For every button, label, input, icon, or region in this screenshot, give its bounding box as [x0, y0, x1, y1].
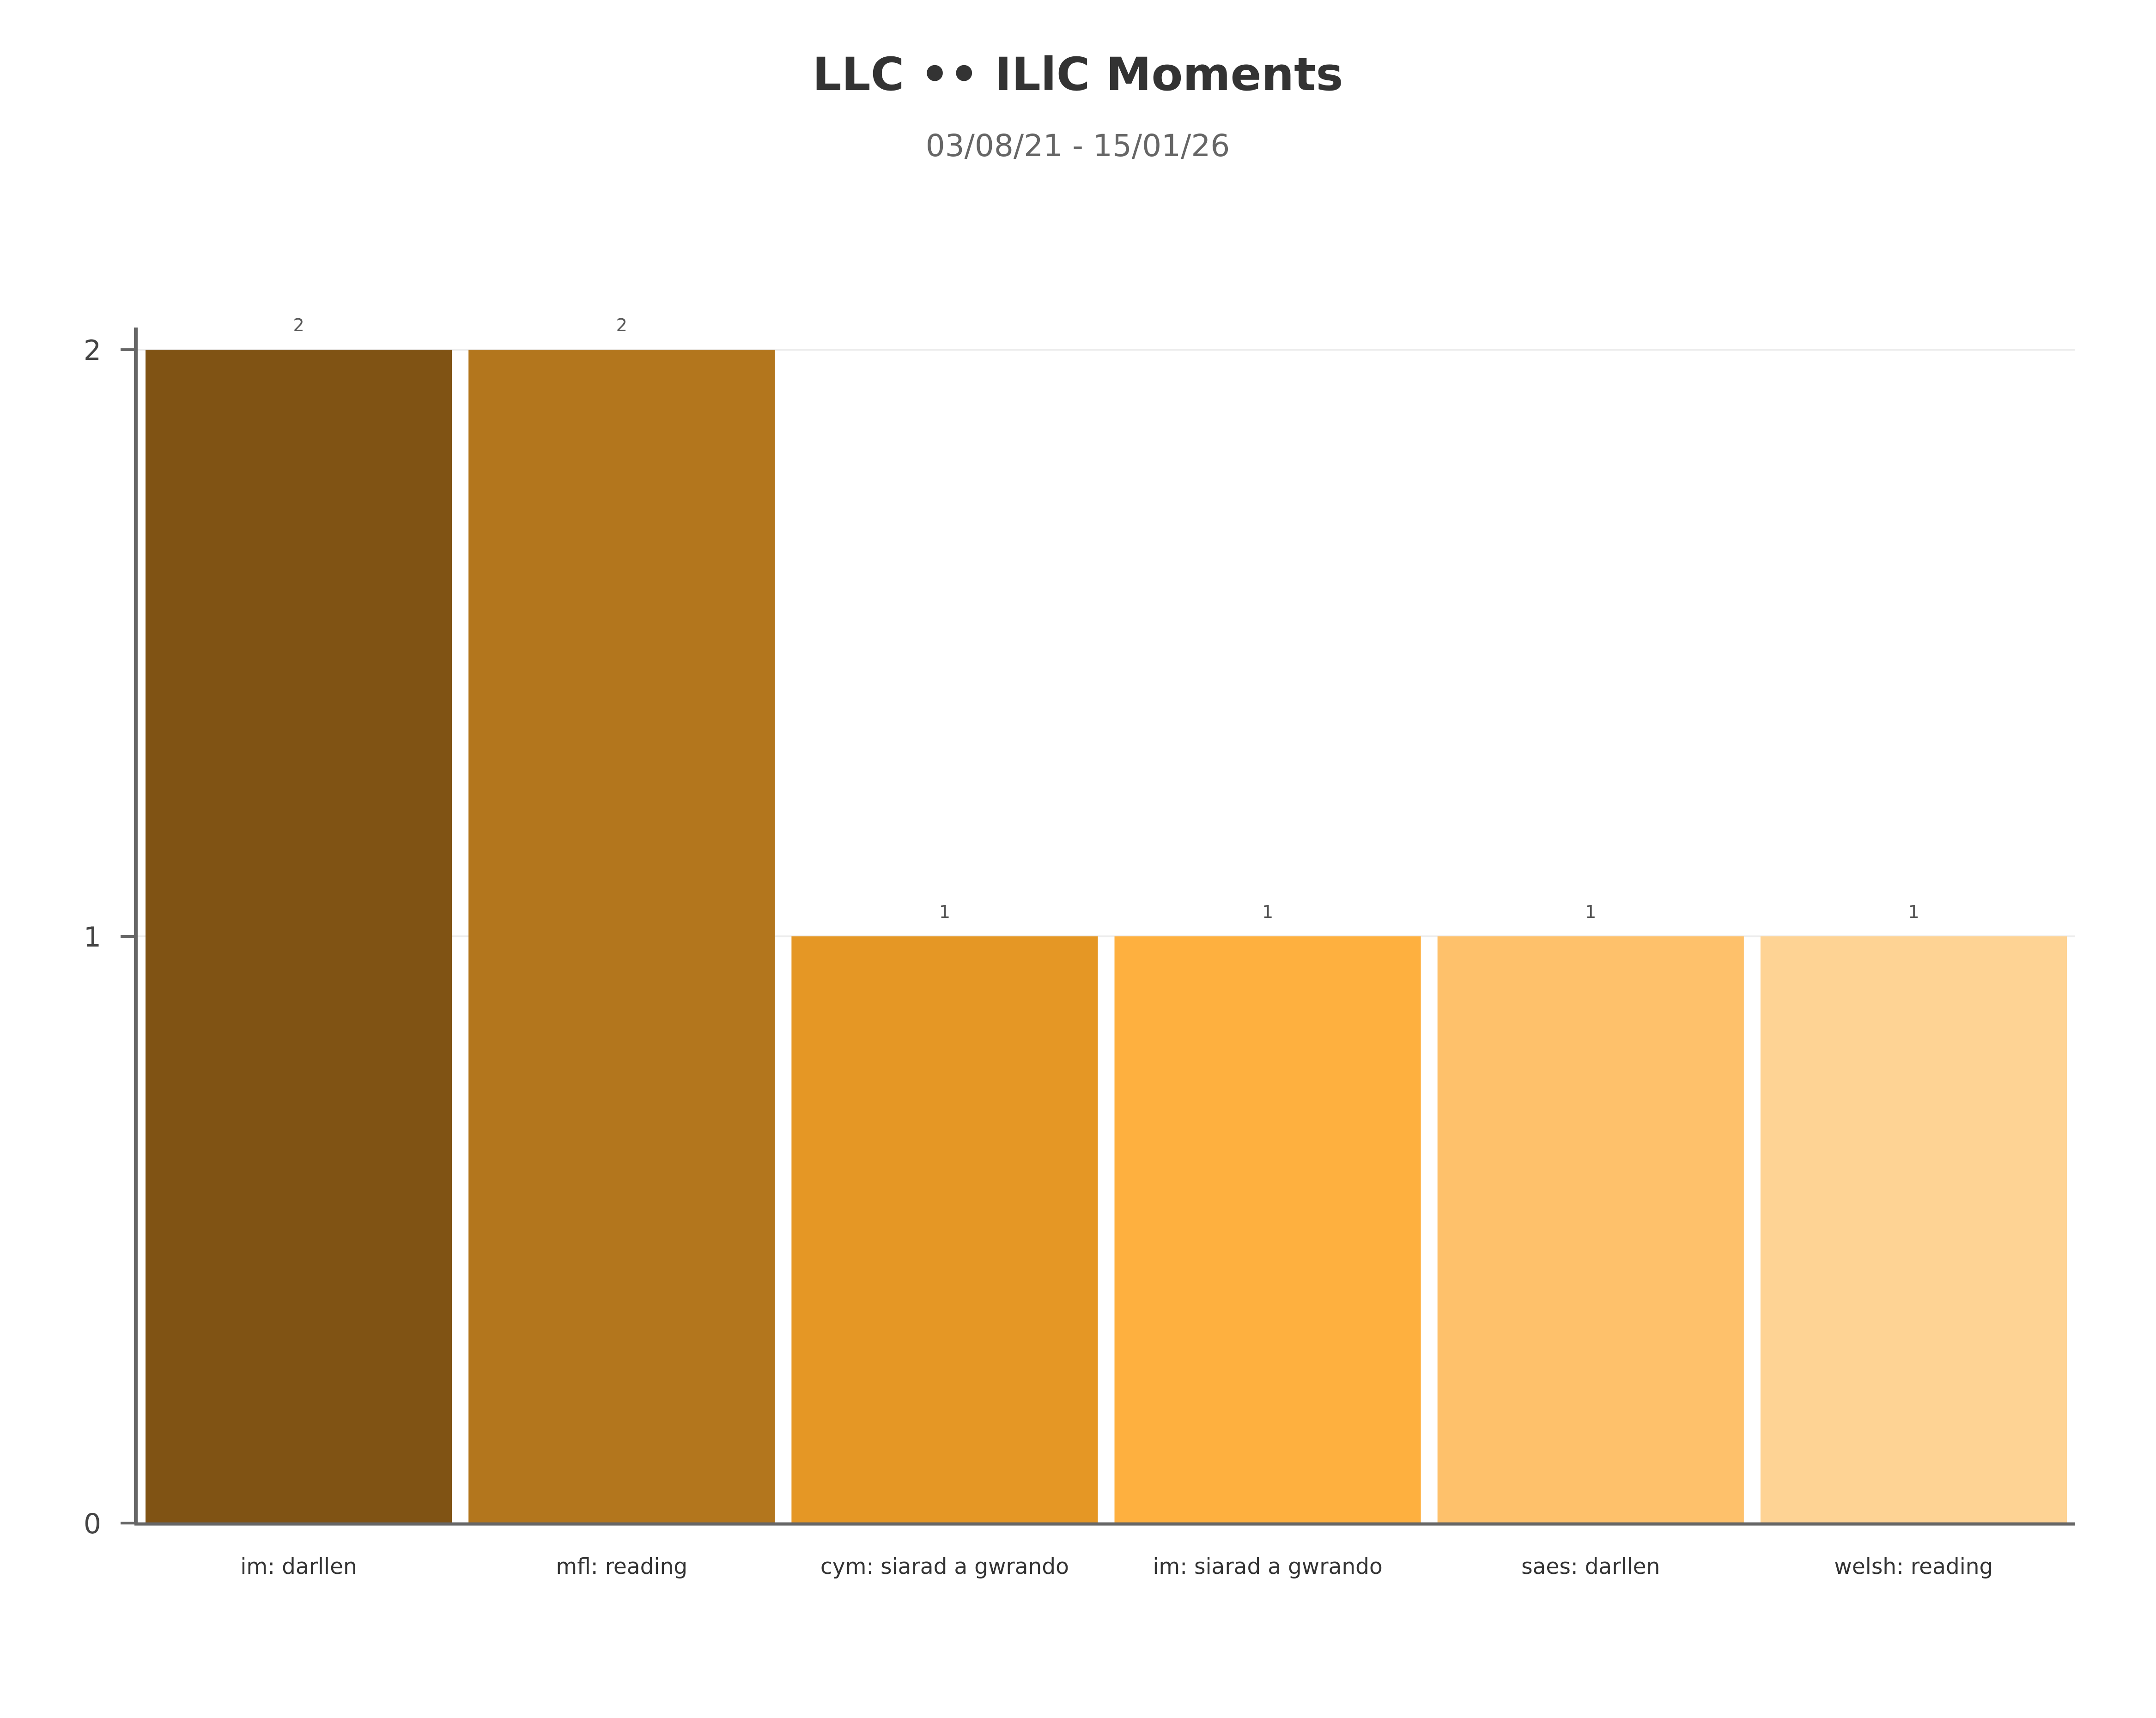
bar-value-label: 1	[1262, 902, 1273, 922]
bar-value-label: 1	[939, 902, 950, 922]
bar	[146, 350, 452, 1523]
bar-value-label: 1	[1908, 902, 1919, 922]
x-category-label: im: siarad a gwrando	[1153, 1554, 1382, 1579]
bar-value-label: 2	[293, 315, 304, 335]
bar	[1437, 936, 1744, 1523]
bars	[146, 350, 2067, 1523]
x-category-label: saes: darllen	[1521, 1554, 1660, 1579]
chart-title: LLC •• ILlC Moments	[813, 48, 1343, 101]
bar	[468, 350, 775, 1523]
data-labels: 2 2 1 1 1 1	[293, 315, 1919, 922]
chart-subtitle: 03/08/21 - 15/01/26	[926, 128, 1230, 164]
y-axis: 0 1 2	[84, 328, 138, 1540]
y-tick-label: 2	[84, 334, 101, 367]
x-category-label: mfl: reading	[556, 1554, 687, 1579]
bar	[791, 936, 1098, 1523]
bar-value-label: 2	[616, 315, 627, 335]
x-category-label: cym: siarad a gwrando	[820, 1554, 1069, 1579]
y-tick-label: 1	[84, 921, 101, 953]
bar	[1760, 936, 2067, 1523]
bar	[1114, 936, 1421, 1523]
y-tick-label: 0	[84, 1508, 101, 1540]
x-category-label: im: darllen	[240, 1554, 357, 1579]
gridlines	[137, 349, 2075, 937]
bar-value-label: 1	[1585, 902, 1596, 922]
x-category-label: welsh: reading	[1834, 1554, 1993, 1579]
x-axis: im: darllen mfl: reading cym: siarad a gwr…	[134, 1522, 2075, 1579]
